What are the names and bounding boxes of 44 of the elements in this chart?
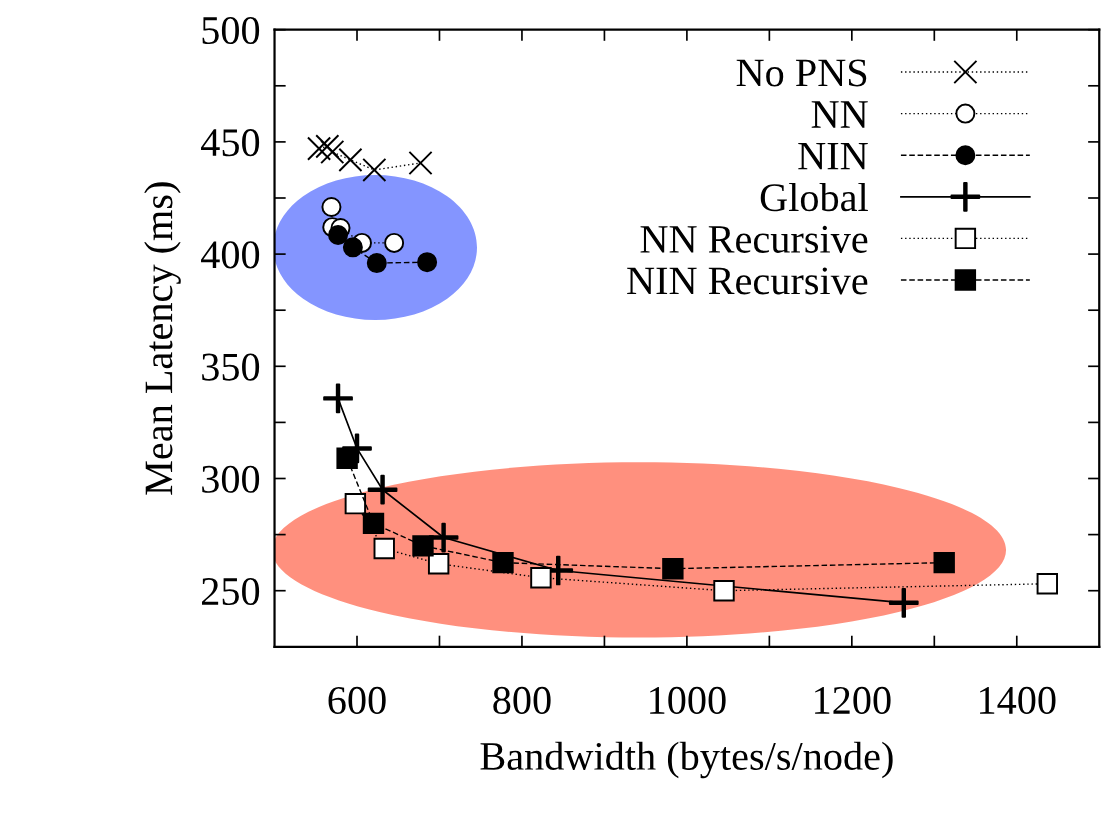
point: [417, 252, 438, 273]
point: [306, 136, 332, 161]
y-tick-label: 400: [201, 241, 260, 269]
point: [933, 551, 955, 574]
legend-label: NIN Recursive: [627, 267, 868, 295]
point: [713, 580, 735, 602]
legend-label: NN: [811, 101, 868, 128]
y-tick-label: 300: [202, 465, 260, 493]
legend-label: NN Recursive: [640, 225, 868, 253]
legend-label: NIN: [798, 142, 868, 170]
point: [362, 157, 387, 183]
point: [530, 566, 552, 589]
point: [328, 225, 349, 246]
point: [321, 196, 342, 217]
legend-label: No PNS: [736, 59, 867, 87]
point: [320, 139, 345, 165]
point: [662, 558, 684, 580]
point: [338, 147, 363, 172]
x-axis-title: Bandwidth (bytes/s/node): [480, 741, 893, 779]
y-tick-label: 450: [201, 129, 260, 157]
point: [373, 537, 395, 560]
x-tick-label: 800: [493, 686, 551, 715]
y-tick-label: 500: [202, 16, 260, 45]
point: [408, 150, 433, 176]
y-tick-label: 350: [202, 353, 260, 381]
point: [412, 535, 434, 557]
point: [888, 587, 919, 618]
point: [323, 383, 353, 414]
x-tick-label: 1400: [980, 686, 1056, 715]
point: [427, 553, 450, 575]
point: [315, 134, 340, 159]
point: [366, 253, 387, 274]
x-tick-label: 1200: [815, 686, 891, 715]
point: [362, 512, 385, 535]
legend-label: Global: [760, 182, 868, 212]
point: [384, 232, 405, 253]
x-tick-label: 1000: [650, 686, 726, 715]
y-axis-title: Mean Latency (ms): [144, 182, 181, 495]
point: [344, 492, 367, 515]
point: [342, 237, 363, 258]
y-tick-label: 250: [202, 577, 260, 606]
x-tick-label: 600: [328, 686, 386, 715]
point: [492, 551, 514, 574]
point: [367, 474, 398, 505]
